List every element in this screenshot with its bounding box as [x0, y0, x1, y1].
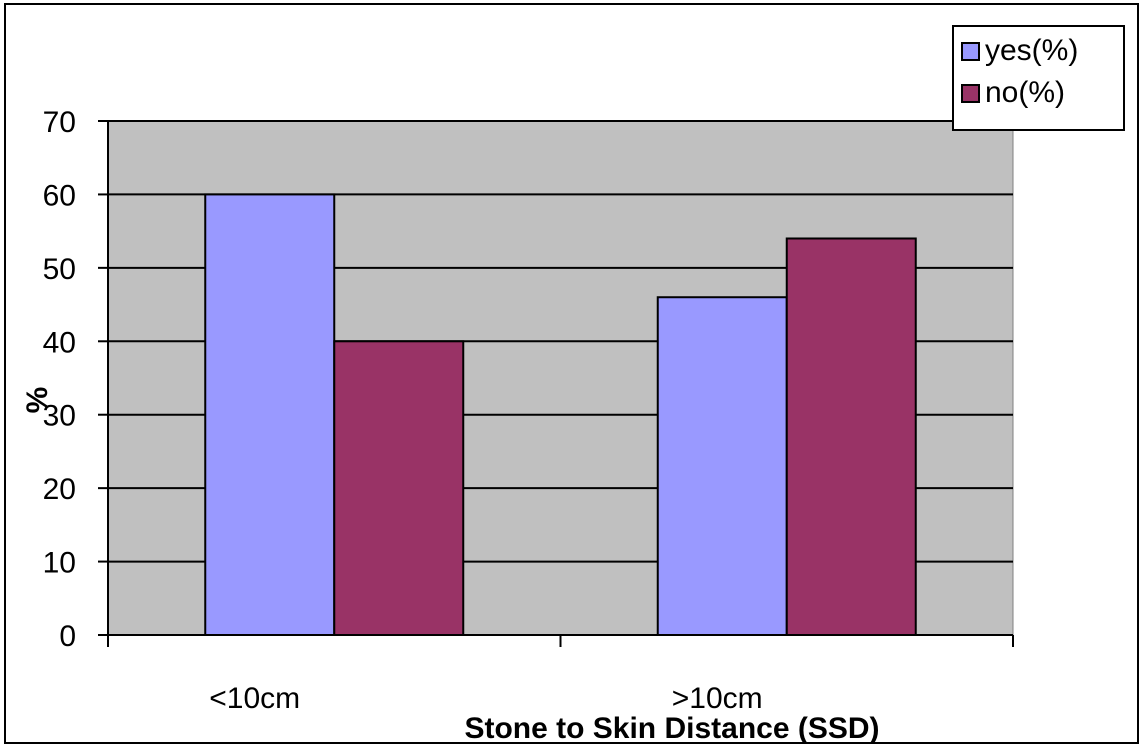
legend-swatch	[961, 42, 980, 61]
y-axis: 0 10 20 30 40 50 60 70	[43, 106, 109, 653]
bar-yes	[656, 296, 788, 636]
y-axis-title: %	[21, 387, 54, 414]
y-tick-label: 60	[43, 179, 76, 212]
legend-label: yes(%)	[985, 34, 1078, 67]
x-axis: <10cm >10cm	[107, 634, 1014, 715]
y-tick-label: 20	[43, 473, 76, 506]
bars	[204, 193, 917, 637]
y-tick-label: 10	[43, 547, 76, 580]
x-axis-title: Stone to Skin Distance (SSD)	[464, 712, 879, 745]
bar-yes	[204, 193, 336, 637]
x-tick-label: >10cm	[672, 682, 763, 715]
y-tick-label: 0	[59, 620, 76, 653]
y-tick-label: 50	[43, 253, 76, 286]
legend: yes(%) no(%)	[952, 25, 1125, 131]
legend-box	[952, 25, 1125, 131]
bar-no	[785, 237, 917, 636]
x-tick-label: <10cm	[209, 682, 300, 715]
y-tick-label: 70	[43, 106, 76, 139]
legend-label: no(%)	[985, 76, 1065, 109]
bar-no	[333, 340, 465, 636]
y-tick-label: 40	[43, 326, 76, 359]
y-tick-label: 30	[43, 400, 76, 433]
legend-swatch	[961, 84, 980, 103]
